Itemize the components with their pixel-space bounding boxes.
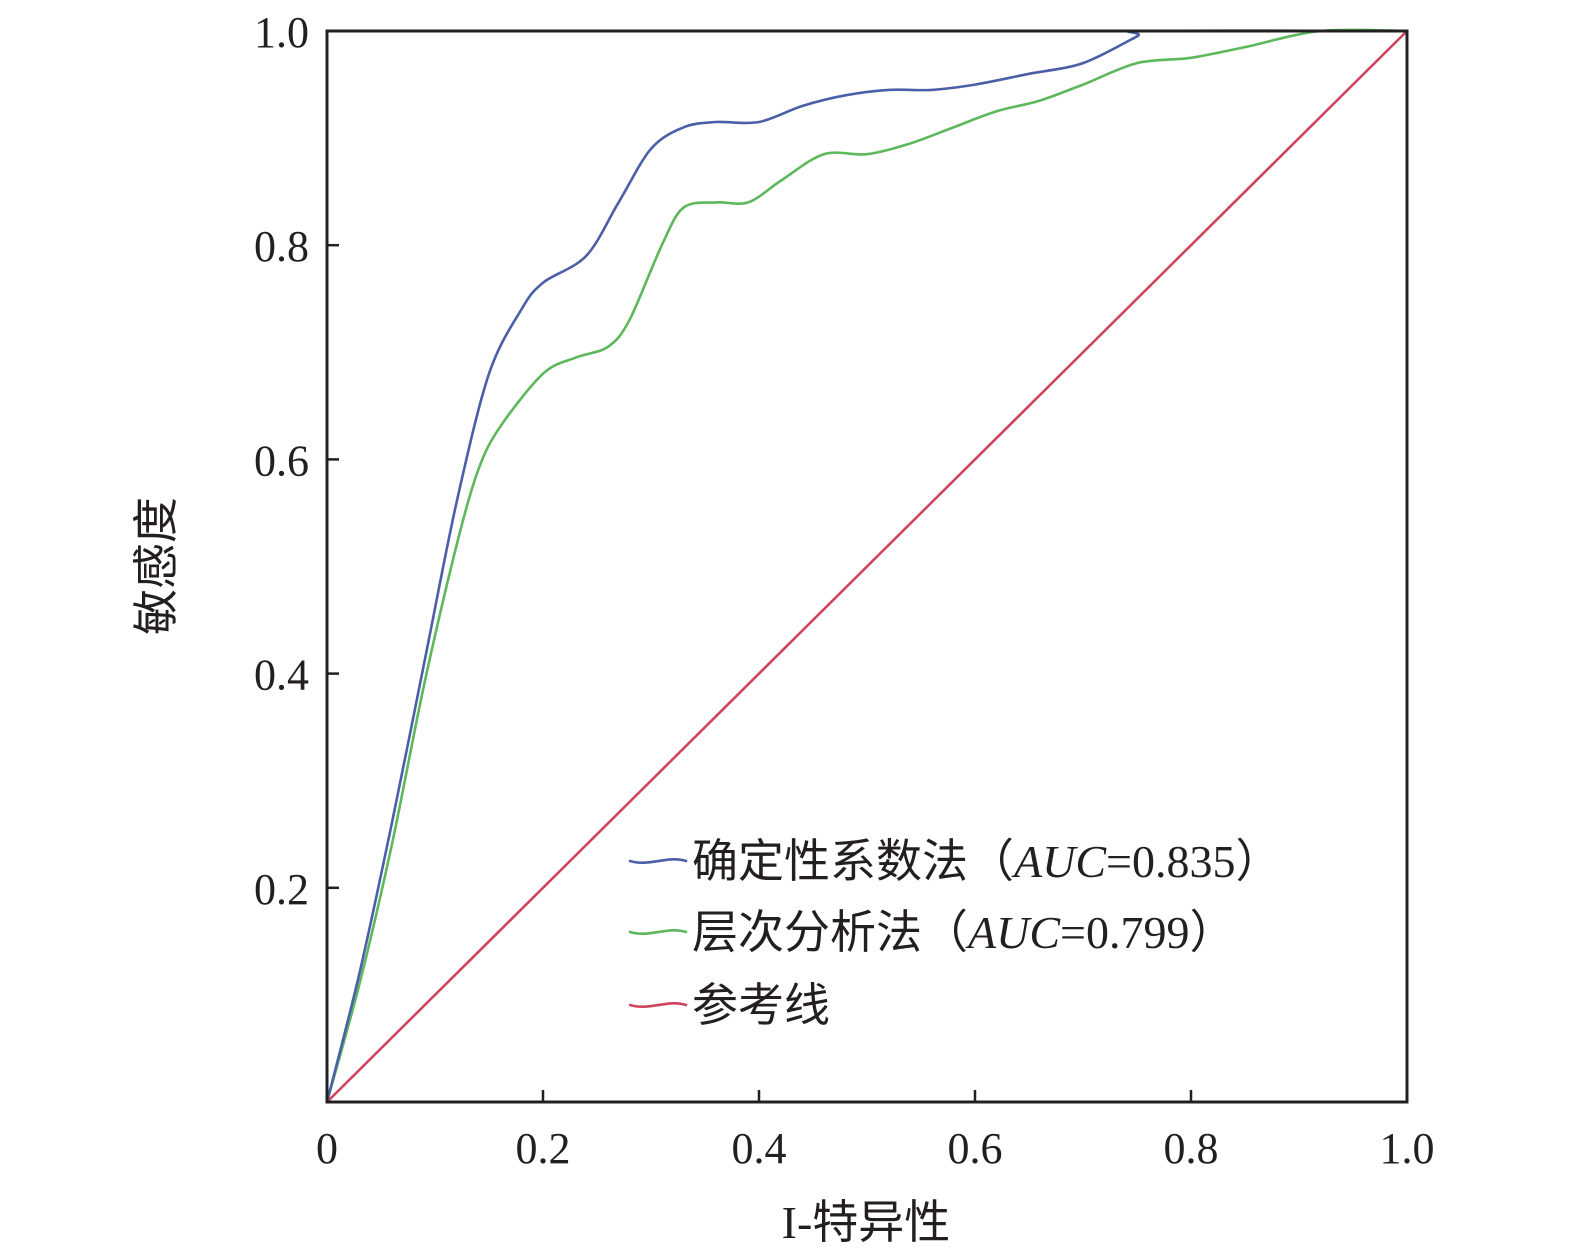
legend-item-1: 层次分析法（AUC=0.799） xyxy=(628,907,1235,958)
legend-item-0: 确定性系数法（AUC=0.835） xyxy=(628,836,1281,887)
legend-auc-value: =0.835 xyxy=(1106,836,1235,887)
legend-name: 确定性系数法（ xyxy=(692,836,1014,887)
legend-label: 参考线 xyxy=(692,980,830,1031)
x-tick-label: 0.8 xyxy=(1164,1124,1219,1173)
legend-label: 层次分析法（AUC=0.799） xyxy=(692,907,1235,958)
y-tick-label: 0.2 xyxy=(254,865,309,914)
legend-item-2: 参考线 xyxy=(628,980,830,1031)
x-axis-title: I-特异性 xyxy=(782,1197,951,1248)
y-axis: 0.2 0.4 0.6 0.8 1.0 xyxy=(254,8,339,914)
series-line-2 xyxy=(325,29,1409,1104)
legend-suffix: ） xyxy=(1189,907,1235,958)
y-axis-title: 敏感度 xyxy=(131,497,182,635)
y-tick-label: 0.4 xyxy=(254,651,309,700)
legend-auc-label: AUC xyxy=(1011,836,1107,887)
x-axis: 0 0.2 0.4 0.6 0.8 1.0 xyxy=(316,1090,1435,1173)
series-lines xyxy=(325,28,1409,1104)
plot-area xyxy=(325,28,1409,1104)
legend: 确定性系数法（AUC=0.835）层次分析法（AUC=0.799）参考线 xyxy=(628,836,1281,1031)
legend-auc-label: AUC xyxy=(965,907,1061,958)
legend-swatch xyxy=(628,858,688,864)
y-tick-label: 0.8 xyxy=(254,222,309,271)
legend-name: 层次分析法（ xyxy=(692,907,968,958)
x-tick-label: 1.0 xyxy=(1380,1124,1435,1173)
y-tick-label: 0.6 xyxy=(254,436,309,485)
series-line-1 xyxy=(325,28,1409,1104)
x-tick-label: 0.2 xyxy=(516,1124,571,1173)
x-tick-label: 0.6 xyxy=(948,1124,1003,1173)
legend-suffix: ） xyxy=(1235,836,1281,887)
legend-name: 参考线 xyxy=(692,980,830,1031)
y-tick-label: 1.0 xyxy=(254,8,309,57)
plot-frame xyxy=(325,29,1409,1104)
legend-auc-value: =0.799 xyxy=(1060,907,1189,958)
x-tick-label: 0 xyxy=(316,1124,338,1173)
legend-swatch xyxy=(628,1002,688,1008)
series-line-0 xyxy=(325,29,1409,1104)
legend-swatch xyxy=(628,929,688,935)
legend-label: 确定性系数法（AUC=0.835） xyxy=(692,836,1281,887)
x-tick-label: 0.4 xyxy=(732,1124,787,1173)
